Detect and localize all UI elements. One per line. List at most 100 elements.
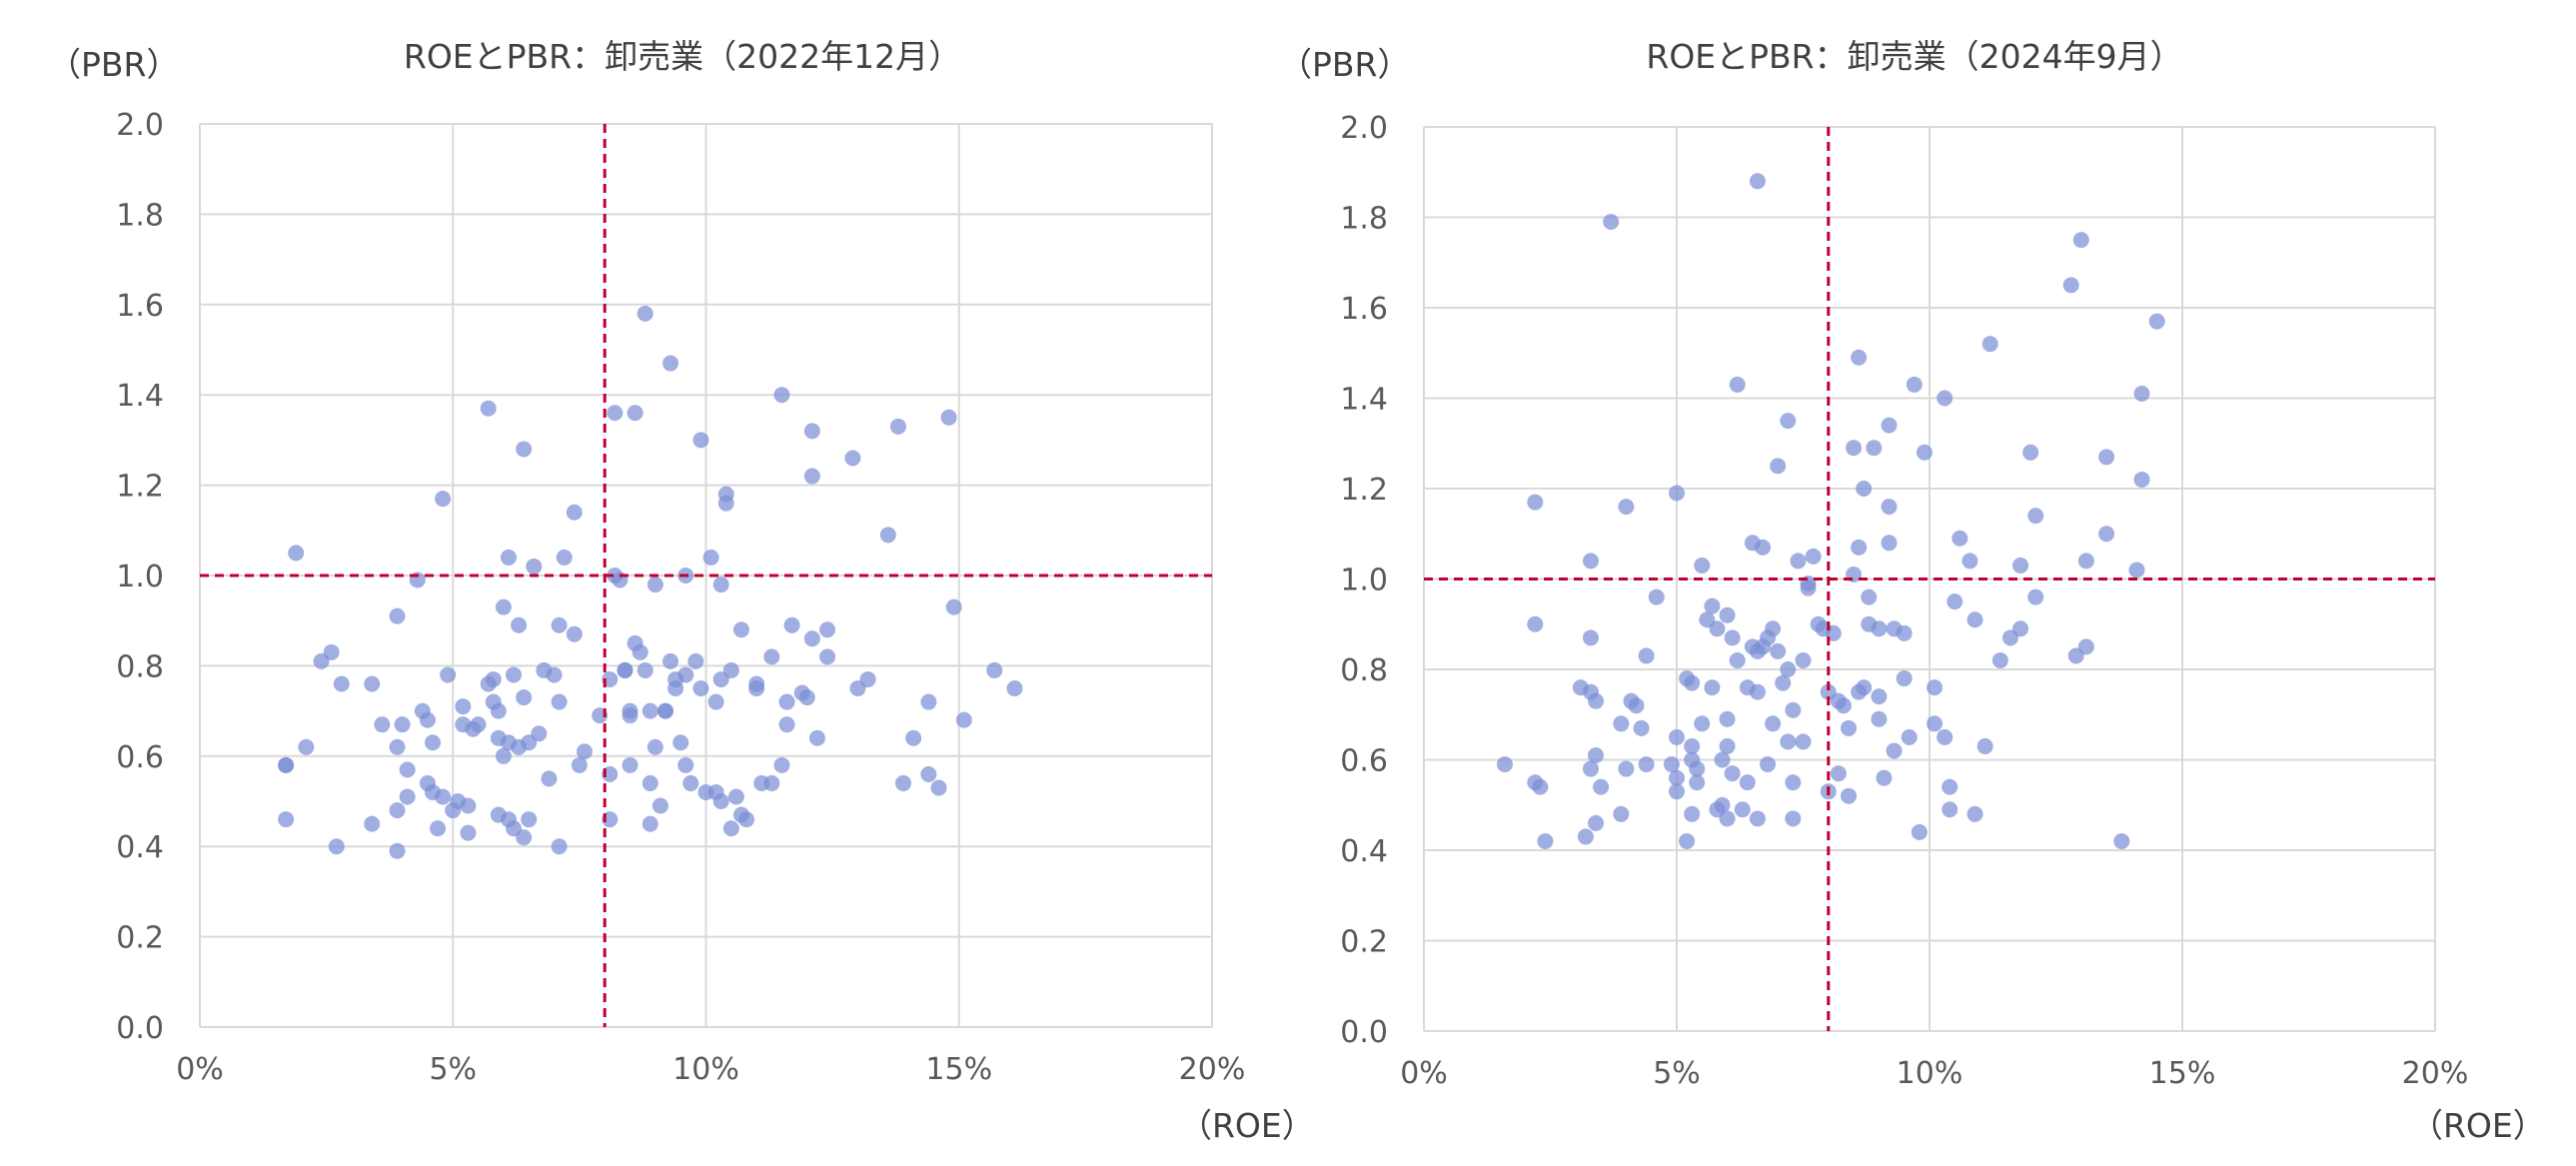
data-point bbox=[506, 666, 523, 683]
scatter-chart-2024-09: ROEとPBR：卸売業（2024年9月） （PBR） （ROE） 0.00.20… bbox=[1279, 37, 2546, 1145]
data-point bbox=[763, 774, 780, 791]
data-point bbox=[1719, 606, 1736, 623]
data-point bbox=[389, 802, 406, 819]
data-point bbox=[495, 598, 512, 615]
data-point bbox=[1719, 737, 1736, 754]
y-tick-label: 1.2 bbox=[116, 470, 164, 505]
data-point bbox=[1866, 440, 1883, 457]
data-point bbox=[803, 468, 820, 485]
data-point bbox=[389, 738, 406, 755]
data-point bbox=[1734, 801, 1751, 818]
data-point bbox=[803, 630, 820, 647]
data-point bbox=[460, 824, 477, 841]
data-point bbox=[521, 811, 538, 828]
data-point bbox=[819, 621, 836, 638]
data-point bbox=[773, 756, 790, 773]
data-point bbox=[288, 545, 305, 562]
data-point bbox=[778, 716, 795, 733]
x-tick-label: 20% bbox=[2402, 1056, 2469, 1091]
y-tick-label: 0.2 bbox=[116, 921, 164, 956]
data-point bbox=[1704, 597, 1721, 614]
data-point bbox=[1881, 417, 1898, 434]
data-point bbox=[1588, 746, 1605, 763]
data-point bbox=[667, 680, 684, 696]
data-point bbox=[1795, 733, 1812, 750]
data-point bbox=[1714, 796, 1731, 813]
data-point bbox=[1749, 810, 1766, 827]
data-point bbox=[819, 648, 836, 665]
grid bbox=[1423, 126, 2436, 1032]
data-point bbox=[1961, 553, 1978, 570]
data-point bbox=[844, 450, 861, 467]
data-point bbox=[889, 418, 906, 435]
data-point bbox=[1830, 765, 1847, 782]
data-point bbox=[1613, 805, 1630, 822]
y-tick-label: 1.0 bbox=[1340, 564, 1388, 598]
data-point bbox=[651, 797, 668, 814]
x-tick-label: 0% bbox=[1400, 1056, 1448, 1091]
x-tick-label: 20% bbox=[1179, 1052, 1246, 1087]
data-point bbox=[1684, 805, 1701, 822]
y-axis-label: （PBR） bbox=[48, 45, 179, 84]
data-point bbox=[1765, 620, 1782, 637]
data-point bbox=[1881, 535, 1898, 552]
data-point bbox=[1669, 769, 1685, 786]
data-point bbox=[1739, 774, 1756, 791]
data-point bbox=[1582, 760, 1599, 777]
data-point bbox=[738, 811, 755, 828]
data-point bbox=[727, 788, 744, 805]
data-point bbox=[1729, 651, 1746, 668]
data-point bbox=[682, 774, 699, 791]
data-point bbox=[470, 716, 487, 733]
data-point bbox=[1588, 692, 1605, 709]
data-point bbox=[1851, 349, 1868, 366]
y-tick-label: 1.0 bbox=[116, 560, 164, 594]
data-point bbox=[1871, 620, 1888, 637]
data-point bbox=[1765, 715, 1782, 732]
y-tick-label: 0.6 bbox=[1340, 744, 1388, 779]
data-point bbox=[566, 625, 583, 642]
data-point bbox=[1694, 557, 1711, 574]
data-point bbox=[435, 491, 452, 508]
data-point bbox=[2098, 526, 2115, 543]
data-point bbox=[576, 743, 593, 760]
data-point bbox=[646, 577, 663, 593]
x-tick-label: 5% bbox=[1653, 1056, 1701, 1091]
data-point bbox=[1704, 679, 1721, 696]
data-point bbox=[1856, 679, 1873, 696]
y-tick-label: 0.2 bbox=[1340, 925, 1388, 960]
data-point bbox=[1785, 810, 1802, 827]
chart-title: ROEとPBR：卸売業（2022年12月） bbox=[404, 37, 961, 76]
data-point bbox=[1951, 530, 1968, 547]
data-point bbox=[637, 661, 653, 678]
scatter-chart-2022-12: ROEとPBR：卸売業（2022年12月） （PBR） （ROE） 0.0 0.2… bbox=[48, 37, 1315, 1145]
data-point bbox=[1633, 719, 1650, 736]
data-point bbox=[551, 616, 568, 633]
data-point bbox=[692, 432, 709, 449]
data-points bbox=[1496, 173, 2165, 849]
data-point bbox=[2012, 620, 2029, 637]
data-point bbox=[1709, 620, 1726, 637]
y-tick-label: 1.2 bbox=[1340, 473, 1388, 508]
data-point bbox=[622, 707, 639, 724]
data-point bbox=[2062, 277, 2079, 294]
data-point bbox=[1871, 688, 1888, 705]
data-point bbox=[1941, 801, 1958, 818]
data-point bbox=[920, 765, 937, 782]
data-point bbox=[1006, 680, 1023, 696]
x-tick-label: 5% bbox=[429, 1052, 477, 1087]
data-point bbox=[399, 761, 416, 778]
data-point bbox=[551, 693, 568, 710]
data-point bbox=[692, 680, 709, 696]
data-point bbox=[2012, 557, 2029, 574]
data-point bbox=[1684, 674, 1701, 691]
data-point bbox=[1669, 783, 1685, 800]
data-point bbox=[1886, 742, 1903, 759]
data-point bbox=[2077, 638, 2094, 655]
data-point bbox=[430, 820, 447, 837]
data-point bbox=[1841, 719, 1858, 736]
x-tick-label: 0% bbox=[176, 1052, 224, 1087]
data-point bbox=[1724, 629, 1741, 646]
data-point bbox=[1901, 728, 1918, 745]
data-point bbox=[920, 693, 937, 710]
